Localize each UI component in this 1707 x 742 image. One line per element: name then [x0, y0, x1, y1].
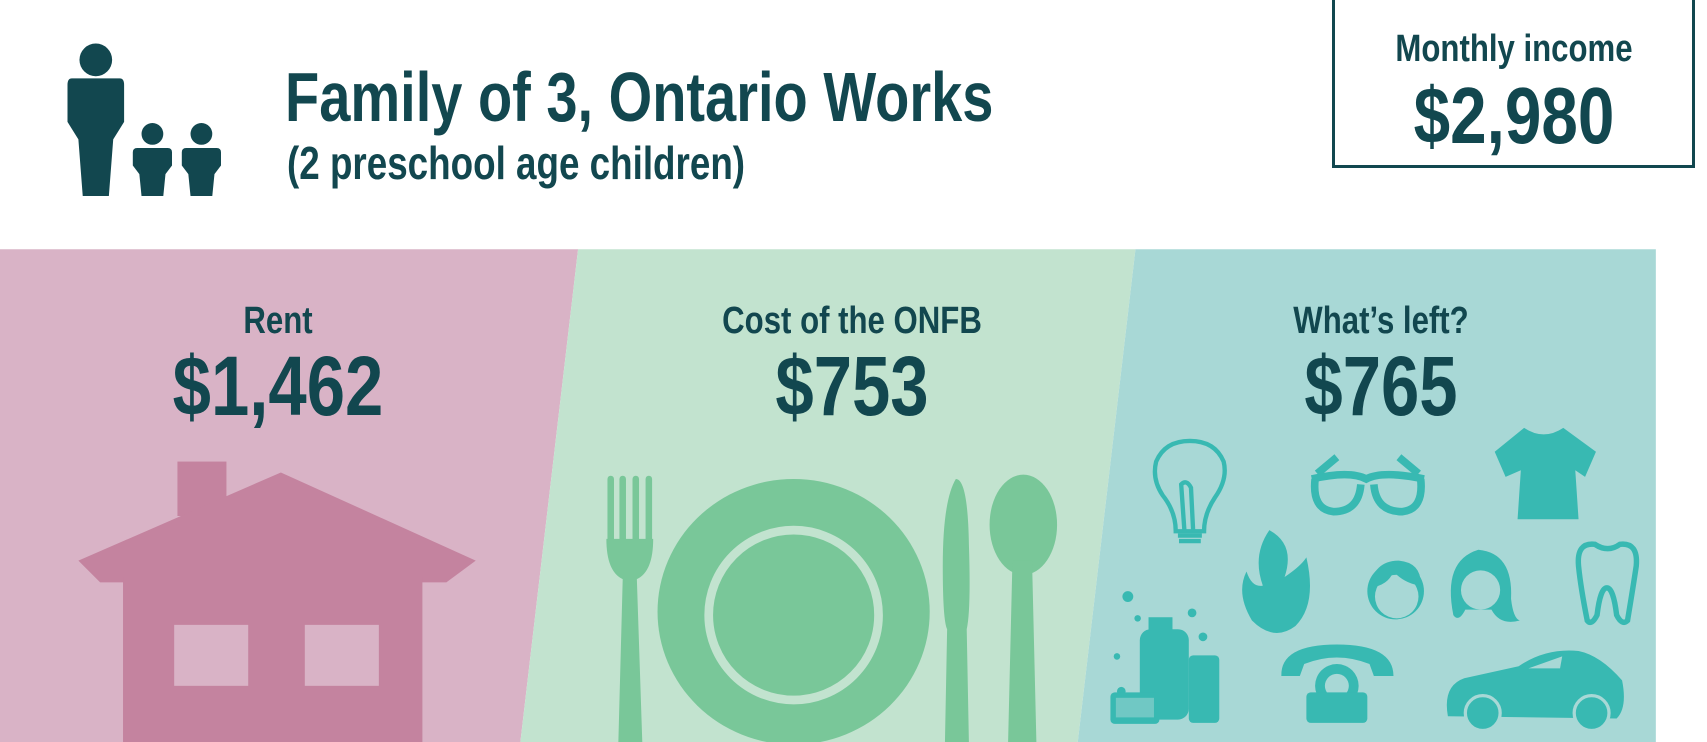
spoon-icon [989, 474, 1058, 742]
knife-icon [942, 478, 970, 742]
plate-fork-knife-spoon-icon [606, 474, 1058, 742]
tshirt-icon [1494, 427, 1596, 520]
page-title: Family of 3, Ontario Works [285, 58, 994, 136]
lightbulb-icon [1152, 438, 1227, 544]
page-subtitle: (2 preschool age children) [287, 137, 746, 189]
monthly-income-box: Monthly income $2,980 [1332, 0, 1695, 168]
onfb-label: Cost of the ONFB [722, 300, 982, 342]
car-icon [1446, 650, 1624, 733]
flame-icon [1242, 530, 1311, 633]
income-value: $2,980 [1413, 71, 1614, 160]
whats-left-label: What’s left? [1293, 300, 1469, 342]
family-icon [67, 43, 221, 196]
onfb-value: $753 [775, 339, 929, 433]
rent-value: $1,462 [172, 339, 384, 433]
toiletries-icon [1110, 591, 1220, 724]
fork-icon [606, 475, 654, 742]
telephone-icon [1281, 644, 1394, 723]
plate-icon [657, 479, 930, 742]
children-faces-icon [1367, 549, 1520, 622]
whats-left-value: $765 [1304, 339, 1458, 433]
tooth-icon [1575, 541, 1640, 626]
income-label: Monthly income [1394, 28, 1633, 70]
house-icon [78, 461, 476, 742]
glasses-icon [1310, 454, 1425, 516]
rent-label: Rent [243, 300, 313, 342]
